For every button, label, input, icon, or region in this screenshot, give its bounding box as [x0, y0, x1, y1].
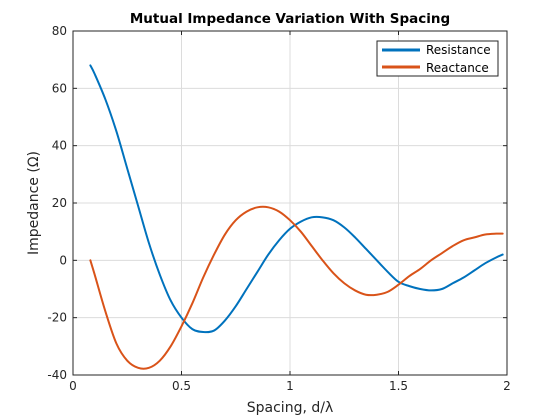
- x-tick-label: 2: [503, 379, 511, 393]
- chart-title: Mutual Impedance Variation With Spacing: [130, 11, 450, 27]
- series-line-reactance: [89, 205, 504, 370]
- y-tick-label: -20: [47, 311, 67, 325]
- grid: [73, 31, 507, 375]
- legend: Resistance Reactance: [376, 40, 499, 77]
- x-tick-label: 0.5: [172, 379, 191, 393]
- legend-label-resistance: Resistance: [426, 43, 491, 57]
- y-tick-label: 80: [52, 24, 67, 38]
- y-axis-label: Impedance (Ω): [26, 151, 42, 255]
- x-tick-label: 1: [286, 379, 294, 393]
- x-axis-label: Spacing, d/λ: [247, 400, 334, 416]
- y-tick-label: -40: [47, 368, 67, 382]
- y-tick-label: 0: [59, 253, 67, 267]
- legend-box: [376, 40, 499, 77]
- y-tick-label: 20: [52, 196, 67, 210]
- legend-label-reactance: Reactance: [426, 61, 489, 75]
- y-tick-label: 60: [52, 81, 67, 95]
- ticks: 0 0.5 1 1.5 2 -40 -20 0 20 40 60 80: [47, 24, 510, 393]
- series-layer: [89, 64, 504, 370]
- x-tick-label: 1.5: [389, 379, 408, 393]
- y-tick-label: 40: [52, 139, 67, 153]
- x-tick-label: 0: [69, 379, 77, 393]
